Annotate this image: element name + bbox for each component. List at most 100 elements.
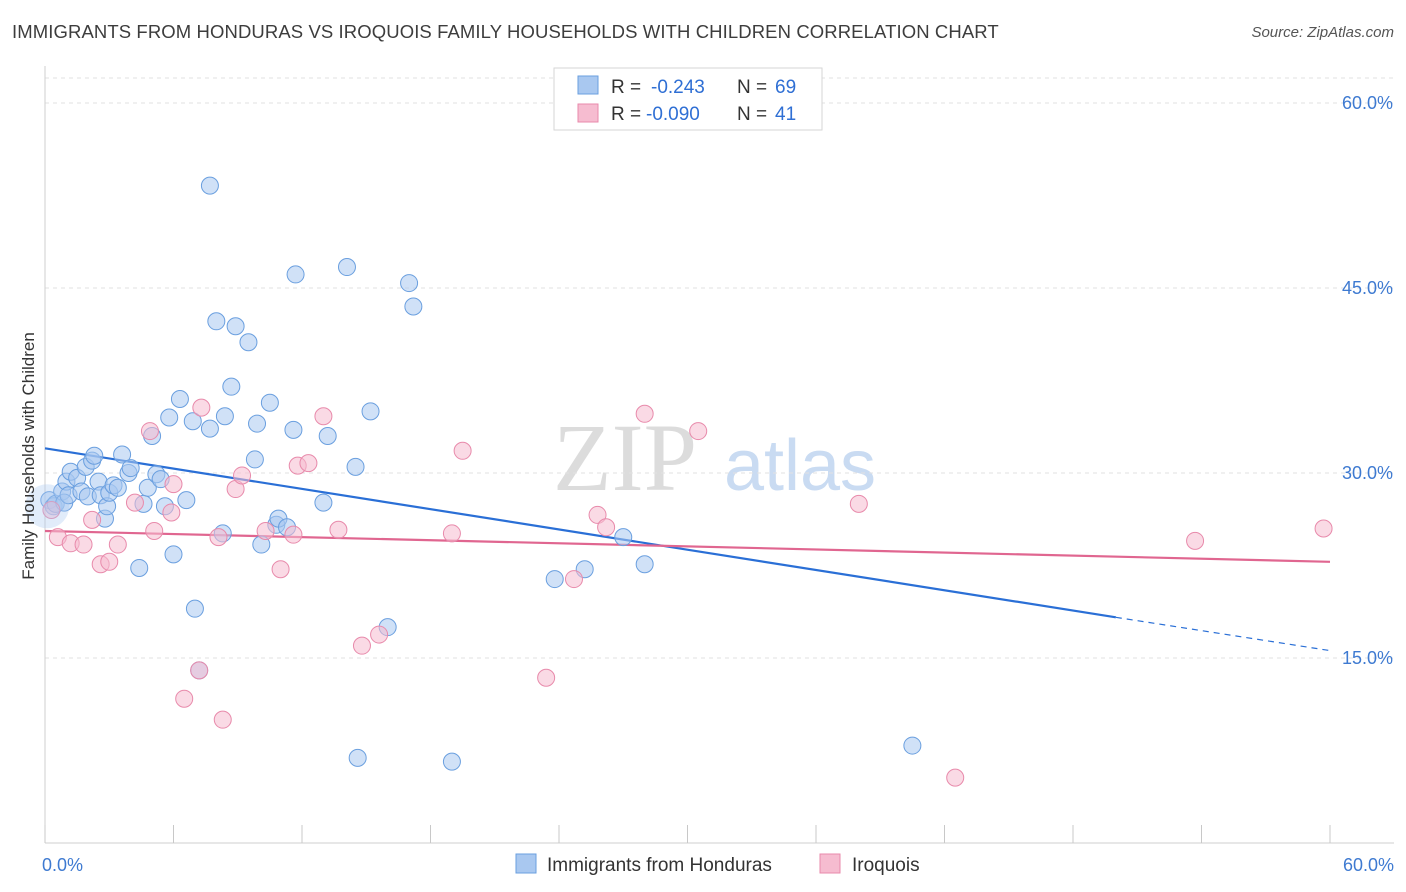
data-points: [25, 176, 1333, 787]
iroquois-point: [689, 422, 708, 441]
legend-r-label-honduras: R =: [611, 77, 641, 98]
honduras-point: [239, 333, 258, 352]
honduras-point: [286, 265, 305, 284]
honduras-point: [348, 748, 367, 767]
honduras-point: [226, 317, 245, 336]
honduras-point: [185, 599, 204, 618]
honduras-point: [164, 545, 183, 564]
legend-r-label-iroquois: R =: [611, 104, 641, 125]
y-tick-label: 45.0%: [1342, 278, 1393, 298]
iroquois-point: [192, 398, 211, 417]
iroquois-point: [284, 525, 303, 544]
honduras-point: [545, 570, 564, 589]
legend-swatch-iroquois: [577, 103, 599, 123]
honduras-point: [245, 450, 264, 469]
honduras-point: [138, 478, 157, 497]
honduras-point: [177, 491, 196, 510]
honduras-point: [160, 408, 179, 427]
iroquois-point: [588, 505, 607, 524]
honduras-point: [85, 446, 104, 465]
bottom-legend-swatch-iroquois: [819, 853, 841, 874]
iroquois-point: [233, 466, 252, 485]
honduras-point: [284, 420, 303, 439]
iroquois-point: [175, 689, 194, 708]
honduras-point: [314, 493, 333, 512]
stats-legend-box: [553, 67, 823, 131]
iroquois-point: [849, 494, 868, 513]
legend-n-label-iroquois: N =: [737, 104, 767, 125]
iroquois-point: [100, 552, 119, 571]
iroquois-point: [1314, 519, 1333, 538]
legend-r-value-honduras: -0.243: [651, 77, 705, 98]
iroquois-point: [1186, 531, 1205, 550]
y-axis-label: Family Households with Children: [19, 332, 38, 580]
x-tick-labels: 0.0% 60.0%: [42, 855, 1394, 875]
iroquois-point: [42, 501, 61, 519]
honduras-point: [318, 427, 337, 445]
honduras-cluster-marker: [25, 484, 70, 529]
honduras-point: [108, 478, 127, 497]
honduras-point: [635, 555, 654, 574]
iroquois-point: [190, 661, 209, 680]
honduras-point: [183, 412, 202, 431]
honduras-point: [361, 402, 380, 421]
honduras-point: [614, 528, 633, 547]
bottom-legend-label-honduras: Immigrants from Honduras: [547, 855, 772, 876]
iroquois-point: [271, 560, 290, 579]
iroquois-point: [442, 524, 461, 543]
iroquois-point: [213, 710, 232, 729]
iroquois-point: [108, 535, 127, 554]
honduras-trend-extension: [1115, 616, 1331, 652]
honduras-point: [170, 390, 189, 408]
y-tick-label: 15.0%: [1342, 648, 1393, 668]
honduras-trend-line: [44, 447, 1117, 619]
honduras-point: [200, 419, 219, 438]
chart-title: IMMIGRANTS FROM HONDURAS VS IROQUOIS FAM…: [12, 21, 999, 42]
honduras-point: [346, 457, 365, 476]
iroquois-point: [83, 510, 102, 529]
iroquois-point: [370, 625, 389, 644]
iroquois-point: [635, 404, 654, 423]
axes: [44, 66, 1394, 844]
series-legend: Immigrants from Honduras Iroquois: [515, 853, 920, 876]
honduras-point: [222, 377, 241, 396]
x-tick-label: 0.0%: [42, 855, 83, 875]
y-tick-label: 30.0%: [1342, 463, 1393, 483]
watermark-atlas: atlas: [724, 426, 876, 506]
iroquois-point: [564, 570, 583, 589]
honduras-point: [337, 258, 356, 277]
iroquois-point: [453, 441, 472, 460]
iroquois-point: [125, 493, 144, 512]
bottom-legend-label-iroquois: Iroquois: [852, 855, 920, 876]
honduras-point: [200, 176, 219, 195]
stats-legend: R = -0.243 N = 69 R = -0.090 N = 41: [553, 67, 823, 131]
iroquois-point: [162, 503, 181, 522]
iroquois-point: [946, 768, 965, 787]
honduras-point: [207, 312, 226, 331]
honduras-point: [130, 558, 149, 577]
watermark-zip: ZIP: [553, 404, 697, 511]
honduras-point: [113, 445, 132, 464]
y-tick-labels: 15.0% 30.0% 45.0% 60.0%: [1342, 93, 1393, 668]
iroquois-point: [329, 520, 348, 539]
y-tick-label: 60.0%: [1342, 93, 1393, 113]
legend-swatch-honduras: [577, 75, 599, 95]
iroquois-point: [209, 528, 228, 547]
gridlines: [45, 77, 1394, 659]
legend-n-value-honduras: 69: [775, 77, 796, 98]
iroquois-point: [145, 521, 164, 540]
honduras-point: [215, 407, 234, 426]
iroquois-point: [74, 535, 93, 554]
iroquois-point: [299, 454, 318, 473]
bottom-legend-swatch-honduras: [515, 853, 537, 874]
source-credit: Source: ZipAtlas.com: [1251, 24, 1394, 41]
iroquois-point: [597, 518, 616, 537]
honduras-point: [442, 752, 461, 771]
legend-r-value-iroquois: -0.090: [646, 104, 700, 125]
honduras-point: [121, 459, 140, 478]
iroquois-point: [164, 475, 183, 494]
x-tick-label: 60.0%: [1343, 855, 1394, 875]
legend-n-label-honduras: N =: [737, 77, 767, 98]
honduras-point: [400, 274, 419, 293]
